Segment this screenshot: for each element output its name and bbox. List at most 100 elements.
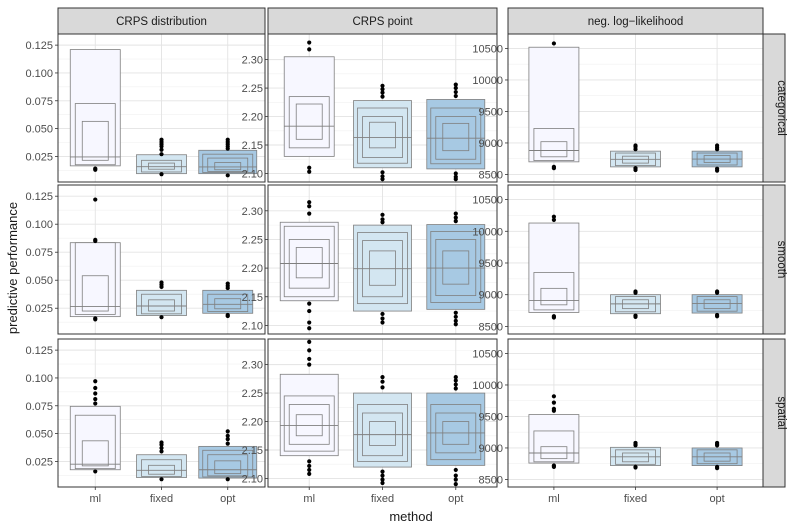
y-tick-label: 0.075	[25, 247, 53, 259]
outlier-point	[551, 217, 557, 222]
outlier-point	[380, 212, 385, 217]
outlier-point	[225, 477, 230, 482]
outlier-point	[225, 437, 230, 442]
lv-box-ml	[81, 275, 109, 312]
outlier-point	[380, 473, 385, 478]
panel-spatial-2: 2.10 2.15 2.20 2.25 2.30 ml fixed opt	[242, 338, 498, 505]
lv-box-ml	[81, 120, 109, 161]
lv-box-ml	[295, 103, 323, 140]
lv-box-fixed	[369, 250, 396, 286]
lv-box-ml	[540, 287, 568, 306]
facet-strip-label-1: CRPS distribution	[116, 16, 207, 28]
panel-spatial-1: 0.025 0.050 0.075 0.100 0.125 ml fixed opt	[25, 338, 266, 505]
y-tick-label: 9500	[479, 106, 503, 118]
y-tick-label: 0.050	[25, 429, 53, 441]
lv-box-opt	[442, 250, 470, 285]
outlier-point	[307, 339, 312, 344]
outlier-point	[380, 177, 385, 182]
outlier-point	[380, 311, 385, 317]
outlier-point	[159, 172, 164, 177]
outlier-point	[380, 469, 385, 474]
outlier-point	[453, 89, 458, 95]
y-axis-label: predictive performance	[5, 202, 20, 334]
outlier-point	[633, 167, 638, 173]
y-tick-label: 9000	[479, 443, 503, 455]
y-tick-label: 0.050	[25, 124, 53, 136]
y-tick-label: 2.15	[242, 292, 263, 304]
outlier-point	[453, 82, 458, 87]
outlier-point	[159, 280, 164, 285]
y-tick-label: 2.30	[242, 360, 263, 372]
outlier-point	[380, 477, 385, 482]
outlier-point	[633, 465, 638, 470]
y-tick-label: 2.10	[242, 168, 263, 180]
outlier-point	[633, 143, 638, 148]
outlier-point	[633, 289, 638, 294]
outlier-point	[159, 137, 164, 142]
outlier-point	[380, 90, 385, 95]
outlier-point	[453, 477, 458, 482]
outlier-point	[453, 378, 458, 383]
y-tick-label: 0.075	[25, 401, 53, 413]
x-tick-label: opt	[220, 493, 235, 505]
outlier-point	[307, 301, 312, 306]
lv-box-fixed	[148, 299, 175, 312]
outlier-point	[380, 480, 385, 486]
panel-smooth-3: 8500 9000 9500 10000 10500	[472, 184, 764, 335]
x-tick-label: fixed	[624, 493, 647, 505]
lv-box-ml	[540, 141, 568, 158]
facet-strip-3	[507, 7, 764, 35]
y-tick-label: 2.20	[242, 417, 263, 429]
outlier-point	[380, 217, 385, 222]
outlier-point	[453, 318, 458, 323]
outlier-point	[453, 85, 458, 91]
y-tick-label: 8500	[479, 321, 503, 333]
outlier-point	[159, 147, 164, 152]
outlier-point	[307, 348, 312, 353]
outlier-point	[307, 326, 312, 331]
outlier-point	[453, 171, 458, 176]
x-tick-label: ml	[303, 493, 315, 505]
outlier-point	[633, 314, 638, 319]
outlier-point	[93, 379, 98, 384]
y-tick-label: 2.25	[242, 388, 263, 400]
y-tick-label: 8500	[479, 474, 503, 486]
y-tick-label: 9000	[479, 290, 503, 302]
outlier-point	[380, 385, 385, 390]
y-tick-label: 10000	[472, 226, 503, 238]
lv-box-ml	[295, 247, 323, 279]
outlier-point	[225, 281, 230, 286]
outlier-point	[225, 137, 230, 142]
y-tick-label: 2.15	[242, 445, 263, 457]
y-tick-label: 9500	[479, 258, 503, 270]
panel-smooth-1: 0.025 0.050 0.075 0.100 0.125	[25, 184, 266, 335]
outlier-point	[715, 289, 720, 294]
lv-box-fixed	[369, 121, 396, 149]
panel-categorical-1: 0.025 0.050 0.075 0.100 0.125	[25, 33, 266, 183]
outlier-point	[551, 464, 557, 469]
outlier-point	[307, 47, 312, 52]
outlier-point	[453, 211, 458, 216]
outlier-point	[715, 466, 720, 471]
outlier-point	[453, 219, 458, 224]
outlier-point	[453, 322, 458, 327]
outlier-point	[307, 471, 312, 477]
panel-border	[507, 184, 764, 335]
outlier-point	[453, 375, 458, 380]
facet-strip-2	[267, 7, 498, 35]
y-tick-label: 9500	[479, 411, 503, 423]
panel-categorical-3: 8500 9000 9500 10000 10500	[472, 33, 764, 183]
outlier-point	[225, 429, 230, 434]
panel-smooth-2: 2.10 2.15 2.20 2.25 2.30	[242, 184, 498, 335]
outlier-point	[307, 463, 312, 469]
panel-border	[267, 184, 498, 335]
panel-border	[507, 33, 764, 183]
y-tick-label: 10000	[472, 75, 503, 87]
panel-border	[57, 184, 266, 335]
outlier-point	[307, 200, 312, 205]
outlier-point	[715, 314, 720, 319]
y-tick-label: 2.15	[242, 140, 263, 152]
outlier-point	[225, 441, 230, 446]
outlier-point	[715, 440, 720, 446]
outlier-point	[307, 308, 312, 314]
